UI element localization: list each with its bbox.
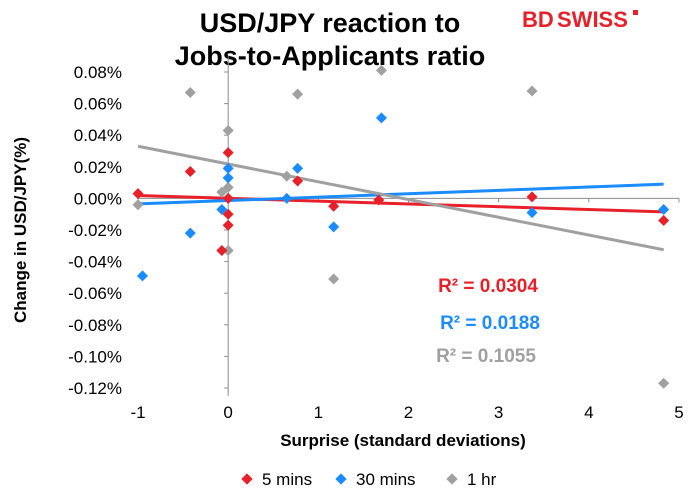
y-tick-label: -0.10% <box>68 347 122 366</box>
point-1hr <box>216 186 228 198</box>
x-tick-label: -1 <box>130 403 145 422</box>
r2-label-1hr: R² = 0.1055 <box>436 346 536 367</box>
point-30mins <box>658 203 670 215</box>
point-1hr <box>132 199 144 211</box>
trend-line-30mins <box>137 182 664 206</box>
x-tick-label: 1 <box>314 403 323 422</box>
y-tick-label: -0.12% <box>68 379 122 398</box>
legend-label-1hr: 1 hr <box>467 470 497 489</box>
point-1hr <box>222 124 234 136</box>
logo-text-swiss: SWISS <box>557 7 628 32</box>
legend-marker-1hr <box>446 473 458 485</box>
y-tick-label: -0.08% <box>68 316 122 335</box>
point-1hr <box>281 170 293 182</box>
point-1hr <box>658 377 670 389</box>
data-points <box>132 64 670 389</box>
point-1hr <box>328 273 340 285</box>
point-5mins <box>184 166 196 178</box>
point-5mins <box>132 188 144 200</box>
legend-label-30mins: 30 mins <box>356 470 416 489</box>
point-30mins <box>328 221 340 233</box>
x-tick-label: 5 <box>674 403 683 422</box>
chart-title-line2: Jobs-to-Applicants ratio <box>175 41 486 71</box>
point-30mins <box>137 270 149 282</box>
trend-line-1hr <box>137 144 664 252</box>
point-30mins <box>222 172 234 184</box>
point-5mins <box>328 200 340 212</box>
logo-text-bd: BD <box>522 7 554 32</box>
point-1hr <box>375 64 387 76</box>
x-axis-label: Surprise (standard deviations) <box>280 431 526 450</box>
point-5mins <box>373 194 385 206</box>
legend-marker-5mins <box>241 473 253 485</box>
y-axis-label: Change in USD/JPY(%) <box>11 137 30 323</box>
point-5mins <box>222 208 234 220</box>
axes <box>137 56 680 396</box>
legend: 5 mins 30 mins 1 hr <box>241 470 497 489</box>
point-1hr <box>292 88 304 100</box>
point-5mins <box>222 192 234 204</box>
y-tick-label: 0.00% <box>74 189 122 208</box>
y-tick-label: 0.08% <box>74 63 122 82</box>
point-30mins <box>222 162 234 174</box>
point-30mins <box>184 227 196 239</box>
x-tick-label: 3 <box>494 403 503 422</box>
legend-item-30mins: 30 mins <box>335 470 416 489</box>
point-30mins <box>375 112 387 124</box>
y-tick-label: -0.04% <box>68 253 122 272</box>
point-30mins <box>281 192 293 204</box>
x-tick-label: 2 <box>404 403 413 422</box>
point-1hr <box>222 245 234 257</box>
x-tick-label: 4 <box>584 403 593 422</box>
point-30mins <box>526 207 538 219</box>
logo-dot <box>633 10 638 15</box>
bdswiss-logo: BD SWISS <box>522 7 638 32</box>
legend-item-1hr: 1 hr <box>446 470 497 489</box>
tick-labels: 0.08% 0.06% 0.04% 0.02% 0.00% -0.02% -0.04% -0.… <box>68 63 684 422</box>
point-5mins <box>222 219 234 231</box>
legend-item-5mins: 5 mins <box>241 470 312 489</box>
y-tick-label: 0.04% <box>74 126 122 145</box>
point-5mins <box>222 147 234 159</box>
point-1hr <box>222 181 234 193</box>
chart-title-line1: USD/JPY reaction to <box>200 8 461 38</box>
y-tick-label: -0.06% <box>68 284 122 303</box>
legend-marker-30mins <box>335 473 347 485</box>
y-tick-label: 0.06% <box>74 95 122 114</box>
point-5mins <box>216 245 228 257</box>
point-5mins <box>292 175 304 187</box>
y-tick-label: 0.02% <box>74 158 122 177</box>
point-1hr <box>184 87 196 99</box>
point-5mins <box>526 191 538 203</box>
point-1hr <box>526 85 538 97</box>
r2-label-30mins: R² = 0.0188 <box>440 313 540 334</box>
x-tick-label: 0 <box>223 403 232 422</box>
r2-label-5mins: R² = 0.0304 <box>438 276 538 297</box>
point-5mins <box>658 215 670 227</box>
y-tick-label: -0.02% <box>68 221 122 240</box>
point-30mins <box>216 203 228 215</box>
point-30mins <box>292 162 304 174</box>
legend-label-5mins: 5 mins <box>262 470 312 489</box>
